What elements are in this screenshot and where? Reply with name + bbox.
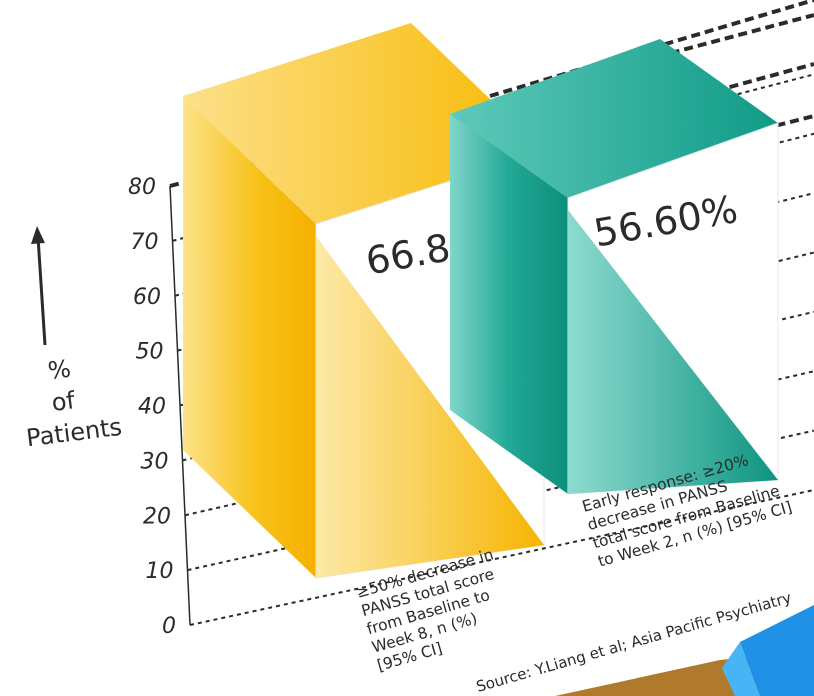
bar-2: 56.60% xyxy=(450,39,779,495)
up-arrow-icon xyxy=(36,236,47,346)
y-tick-label: 30 xyxy=(141,449,169,474)
y-ticks: 0 10 20 30 40 50 60 70 80 xyxy=(128,175,176,639)
y-axis-title: % of Patients xyxy=(25,226,124,453)
y-axis-label-line2: of xyxy=(50,386,77,417)
bar-front-diagonal xyxy=(316,236,544,578)
decorative-bar-blue xyxy=(740,605,814,696)
y-tick-label: 10 xyxy=(146,559,174,584)
y-tick-label: 70 xyxy=(131,230,159,255)
y-tick-label: 20 xyxy=(143,504,171,529)
bar-top-face xyxy=(450,39,778,198)
y-tick-label: 0 xyxy=(162,614,176,639)
y-tick-label: 50 xyxy=(136,340,164,365)
y-axis-label-line3: Patients xyxy=(25,413,124,453)
bar-side-face xyxy=(450,114,568,494)
bar-front-diagonal xyxy=(568,210,778,494)
bar-side-face xyxy=(183,96,316,578)
y-tick-label: 80 xyxy=(128,175,156,200)
y-axis-label-line1: % xyxy=(46,355,72,386)
y-tick-label: 40 xyxy=(138,395,166,420)
y-tick-label: 60 xyxy=(133,285,161,310)
bars: 66.80% 56.60% xyxy=(183,23,779,579)
up-arrow-head-icon xyxy=(31,226,45,244)
decorative-bar-blue-light xyxy=(722,642,760,696)
gridline-0 xyxy=(189,489,814,626)
